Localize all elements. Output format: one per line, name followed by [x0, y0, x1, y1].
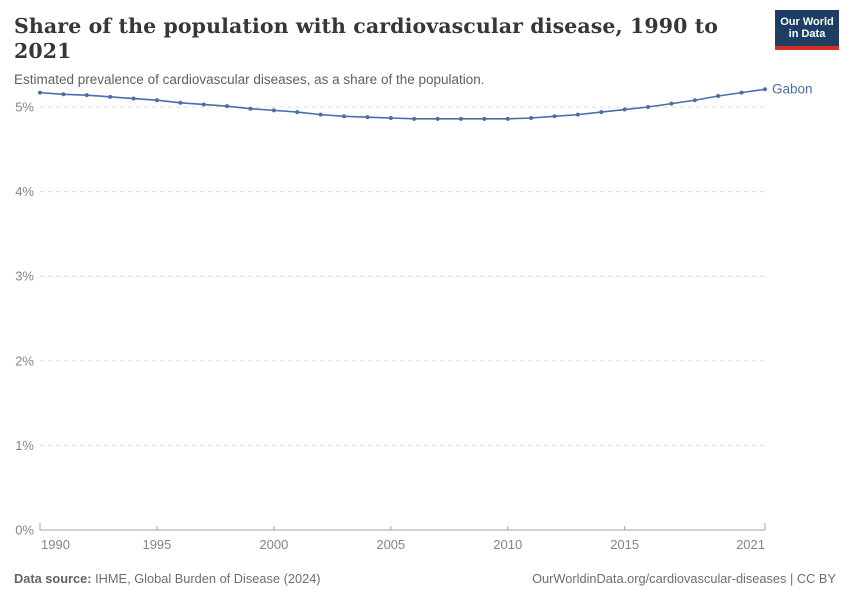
data-point-2012[interactable]	[552, 114, 557, 119]
data-point-2001[interactable]	[295, 110, 300, 115]
data-point-2021[interactable]	[763, 87, 767, 92]
x-tick-label-2015: 2015	[610, 537, 639, 552]
chart-subtitle: Estimated prevalence of cardiovascular d…	[14, 72, 485, 88]
data-point-1993[interactable]	[108, 94, 113, 99]
data-point-2011[interactable]	[529, 115, 534, 120]
x-tick-label-2021: 2021	[736, 537, 765, 552]
data-point-1994[interactable]	[131, 96, 136, 101]
chart-header: Share of the population with cardiovascu…	[14, 14, 760, 89]
y-tick-label-5pct: 5%	[15, 100, 34, 115]
y-tick-label-1pct: 1%	[15, 438, 34, 453]
chart-footer: Data source: IHME, Global Burden of Dise…	[14, 571, 836, 586]
data-point-1995[interactable]	[154, 98, 159, 103]
series-end-label[interactable]: Gabon	[772, 82, 813, 97]
data-point-2003[interactable]	[342, 114, 347, 119]
line-series-gabon[interactable]	[39, 88, 766, 120]
x-tick-label-2010: 2010	[493, 537, 522, 552]
data-source-label: Data source:	[14, 571, 92, 586]
x-tick-label-2000: 2000	[259, 537, 288, 552]
credit-link[interactable]: OurWorldinData.org/cardiovascular-diseas…	[532, 571, 836, 586]
data-point-1996[interactable]	[178, 100, 183, 105]
data-point-1998[interactable]	[225, 104, 230, 109]
data-point-2009[interactable]	[482, 116, 487, 121]
data-point-2020[interactable]	[739, 90, 744, 95]
data-point-1997[interactable]	[201, 102, 206, 107]
y-tick-label-3pct: 3%	[15, 269, 34, 284]
data-point-2005[interactable]	[388, 115, 393, 120]
data-point-1991[interactable]	[61, 92, 66, 97]
x-tick-label-1990: 1990	[41, 537, 70, 552]
data-point-2017[interactable]	[669, 101, 674, 106]
y-tick-label-2pct: 2%	[15, 353, 34, 368]
data-point-1999[interactable]	[248, 106, 253, 111]
data-point-2008[interactable]	[458, 116, 463, 121]
data-point-2007[interactable]	[435, 116, 440, 121]
x-tick-label-1995: 1995	[142, 537, 171, 552]
y-tick-label-0pct: 0%	[15, 523, 34, 538]
data-point-2002[interactable]	[318, 112, 323, 117]
data-point-2010[interactable]	[505, 116, 510, 121]
data-source-text: IHME, Global Burden of Disease (2024)	[95, 571, 321, 586]
owid-logo-line1: Our World	[780, 15, 834, 28]
data-source: Data source: IHME, Global Burden of Dise…	[14, 571, 321, 586]
data-point-2018[interactable]	[692, 98, 697, 103]
data-point-1990[interactable]	[38, 90, 42, 95]
owid-logo-line2: in Data	[788, 28, 826, 40]
y-tick-label-4pct: 4%	[15, 184, 34, 199]
data-point-2004[interactable]	[365, 115, 370, 120]
data-point-2019[interactable]	[716, 94, 721, 99]
chart-title: Share of the population with cardiovascu…	[14, 14, 719, 63]
data-point-2006[interactable]	[412, 116, 417, 121]
data-point-2013[interactable]	[575, 112, 580, 117]
data-point-1992[interactable]	[84, 93, 89, 98]
x-tick-label-2005: 2005	[376, 537, 405, 552]
data-point-2000[interactable]	[271, 108, 276, 113]
data-point-2014[interactable]	[599, 110, 604, 115]
data-point-2015[interactable]	[622, 107, 627, 112]
data-point-2016[interactable]	[646, 105, 651, 109]
owid-logo[interactable]: Our World in Data	[775, 10, 839, 50]
